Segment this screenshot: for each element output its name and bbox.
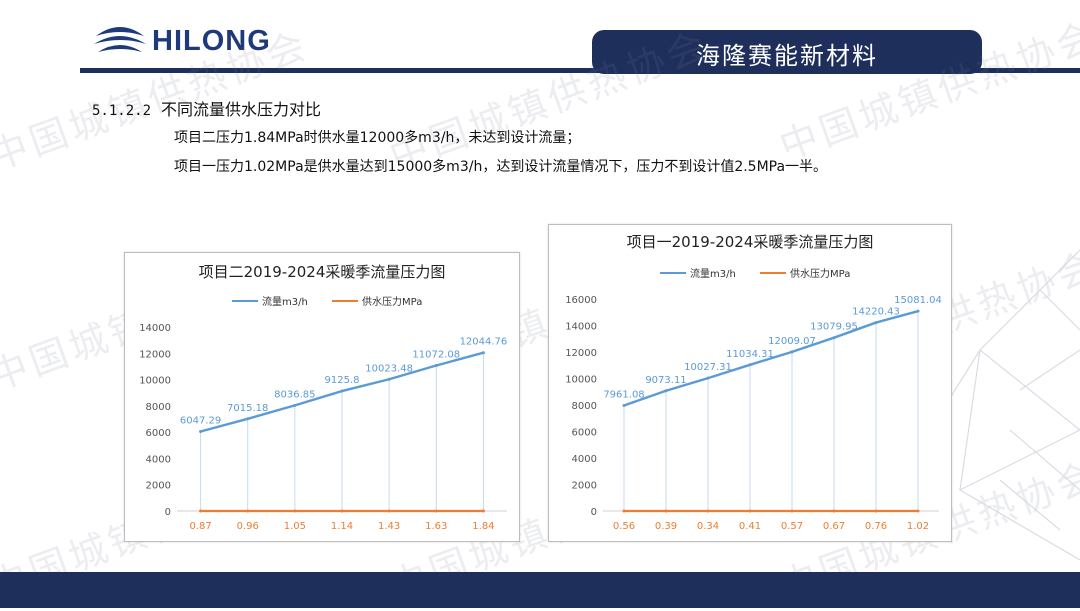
data-point-pressure: [875, 509, 878, 512]
chart-title: 项目一2019-2024采暖季流量压力图: [627, 233, 874, 251]
data-point-flow: [833, 336, 836, 339]
data-point-flow: [388, 378, 391, 381]
y-tick-label: 6000: [146, 428, 171, 439]
y-tick-label: 10000: [565, 375, 597, 386]
header-title-banner: 海隆赛能新材料: [592, 30, 982, 74]
data-point-pressure: [199, 509, 202, 512]
section-number: 5.1.2.2: [92, 103, 151, 119]
data-label-flow: 11034.31: [726, 349, 774, 360]
data-point-pressure: [293, 509, 296, 512]
legend-label-flow: 流量m3/h: [262, 295, 308, 308]
data-point-flow: [623, 404, 626, 407]
y-tick-label: 12000: [565, 348, 597, 359]
y-tick-label: 0: [165, 507, 171, 518]
footer-bar: [0, 572, 1080, 608]
x-tick-label: 0.96: [237, 521, 259, 532]
data-point-flow: [246, 417, 249, 420]
data-point-flow: [707, 377, 710, 380]
chart-project-one: 项目一2019-2024采暖季流量压力图流量m3/h 供水压力MPa 0 2000 40…: [548, 224, 952, 542]
data-point-flow: [341, 390, 344, 393]
data-label-flow: 7961.08: [603, 390, 644, 401]
y-tick-label: 12000: [139, 349, 171, 360]
data-point-flow: [665, 389, 668, 392]
data-point-pressure: [665, 509, 668, 512]
data-label-flow: 12009.07: [768, 336, 816, 347]
y-tick-label: 14000: [565, 322, 597, 333]
data-point-flow: [875, 321, 878, 324]
data-point-pressure: [917, 509, 920, 512]
y-tick-label: 4000: [146, 454, 171, 465]
x-tick-label: 1.43: [378, 521, 400, 532]
data-label-flow: 12044.76: [460, 337, 508, 348]
data-label-flow: 6047.29: [180, 416, 221, 427]
hilong-logo: HILONG: [92, 22, 271, 60]
header-title: 海隆赛能新材料: [592, 36, 982, 71]
data-point-flow: [482, 351, 485, 354]
data-point-pressure: [749, 509, 752, 512]
data-point-pressure: [791, 509, 794, 512]
y-tick-label: 0: [591, 507, 597, 518]
chart-title: 项目二2019-2024采暖季流量压力图: [199, 263, 446, 281]
data-point-flow: [435, 364, 438, 367]
chart-project-two: 项目二2019-2024采暖季流量压力图流量m3/h 供水压力MPa 0 2000 40…: [124, 252, 520, 542]
section-title: 不同流量供水压力对比: [161, 100, 321, 119]
x-tick-label: 0.41: [739, 521, 761, 532]
y-tick-label: 2000: [572, 481, 597, 492]
y-tick-label: 4000: [572, 454, 597, 465]
y-tick-label: 8000: [146, 402, 171, 413]
hilong-logo-icon: [92, 22, 148, 60]
legend-label-pressure: 供水压力MPa: [362, 295, 422, 308]
x-tick-label: 1.05: [284, 521, 306, 532]
description-line-1: 项目二压力1.84MPa时供水量12000多m3/h，未达到设计流量；: [174, 127, 580, 147]
description-line-2: 项目一压力1.02MPa是供水量达到15000多m3/h，达到设计流量情况下，压…: [174, 156, 827, 176]
data-point-flow: [293, 404, 296, 407]
x-tick-label: 1.02: [907, 521, 929, 532]
legend-label-flow: 流量m3/h: [690, 267, 736, 280]
data-point-pressure: [623, 509, 626, 512]
x-tick-label: 0.56: [613, 521, 635, 532]
x-tick-label: 0.34: [697, 521, 719, 532]
data-point-flow: [791, 350, 794, 353]
data-label-flow: 11072.08: [412, 349, 460, 360]
x-tick-label: 0.87: [189, 521, 211, 532]
x-tick-label: 0.67: [823, 521, 845, 532]
data-point-pressure: [341, 509, 344, 512]
data-label-flow: 14220.43: [852, 307, 900, 318]
data-point-pressure: [246, 509, 249, 512]
y-tick-label: 16000: [565, 295, 597, 306]
data-label-flow: 15081.04: [894, 295, 942, 306]
y-tick-label: 8000: [572, 401, 597, 412]
data-point-flow: [199, 430, 202, 433]
x-tick-label: 1.63: [425, 521, 447, 532]
x-tick-label: 1.14: [331, 521, 353, 532]
data-point-pressure: [833, 509, 836, 512]
y-tick-label: 10000: [139, 376, 171, 387]
data-label-flow: 9125.8: [325, 375, 360, 386]
data-point-flow: [749, 363, 752, 366]
y-tick-label: 14000: [139, 323, 171, 334]
x-tick-label: 0.76: [865, 521, 887, 532]
data-point-pressure: [388, 509, 391, 512]
data-point-pressure: [707, 509, 710, 512]
data-label-flow: 9073.11: [645, 375, 686, 386]
section-heading: 5.1.2.2 不同流量供水压力对比: [92, 96, 321, 120]
y-tick-label: 6000: [572, 428, 597, 439]
x-tick-label: 0.57: [781, 521, 803, 532]
data-label-flow: 10027.31: [684, 362, 732, 373]
x-tick-label: 1.84: [472, 521, 494, 532]
data-point-pressure: [482, 509, 485, 512]
legend-label-pressure: 供水压力MPa: [790, 267, 850, 280]
data-label-flow: 10023.48: [365, 363, 413, 374]
data-point-pressure: [435, 509, 438, 512]
data-label-flow: 7015.18: [227, 403, 268, 414]
logo-text: HILONG: [152, 25, 271, 58]
data-label-flow: 13079.95: [810, 322, 858, 333]
data-label-flow: 8036.85: [274, 389, 315, 400]
data-point-flow: [917, 310, 920, 313]
y-tick-label: 2000: [146, 481, 171, 492]
x-tick-label: 0.39: [655, 521, 677, 532]
